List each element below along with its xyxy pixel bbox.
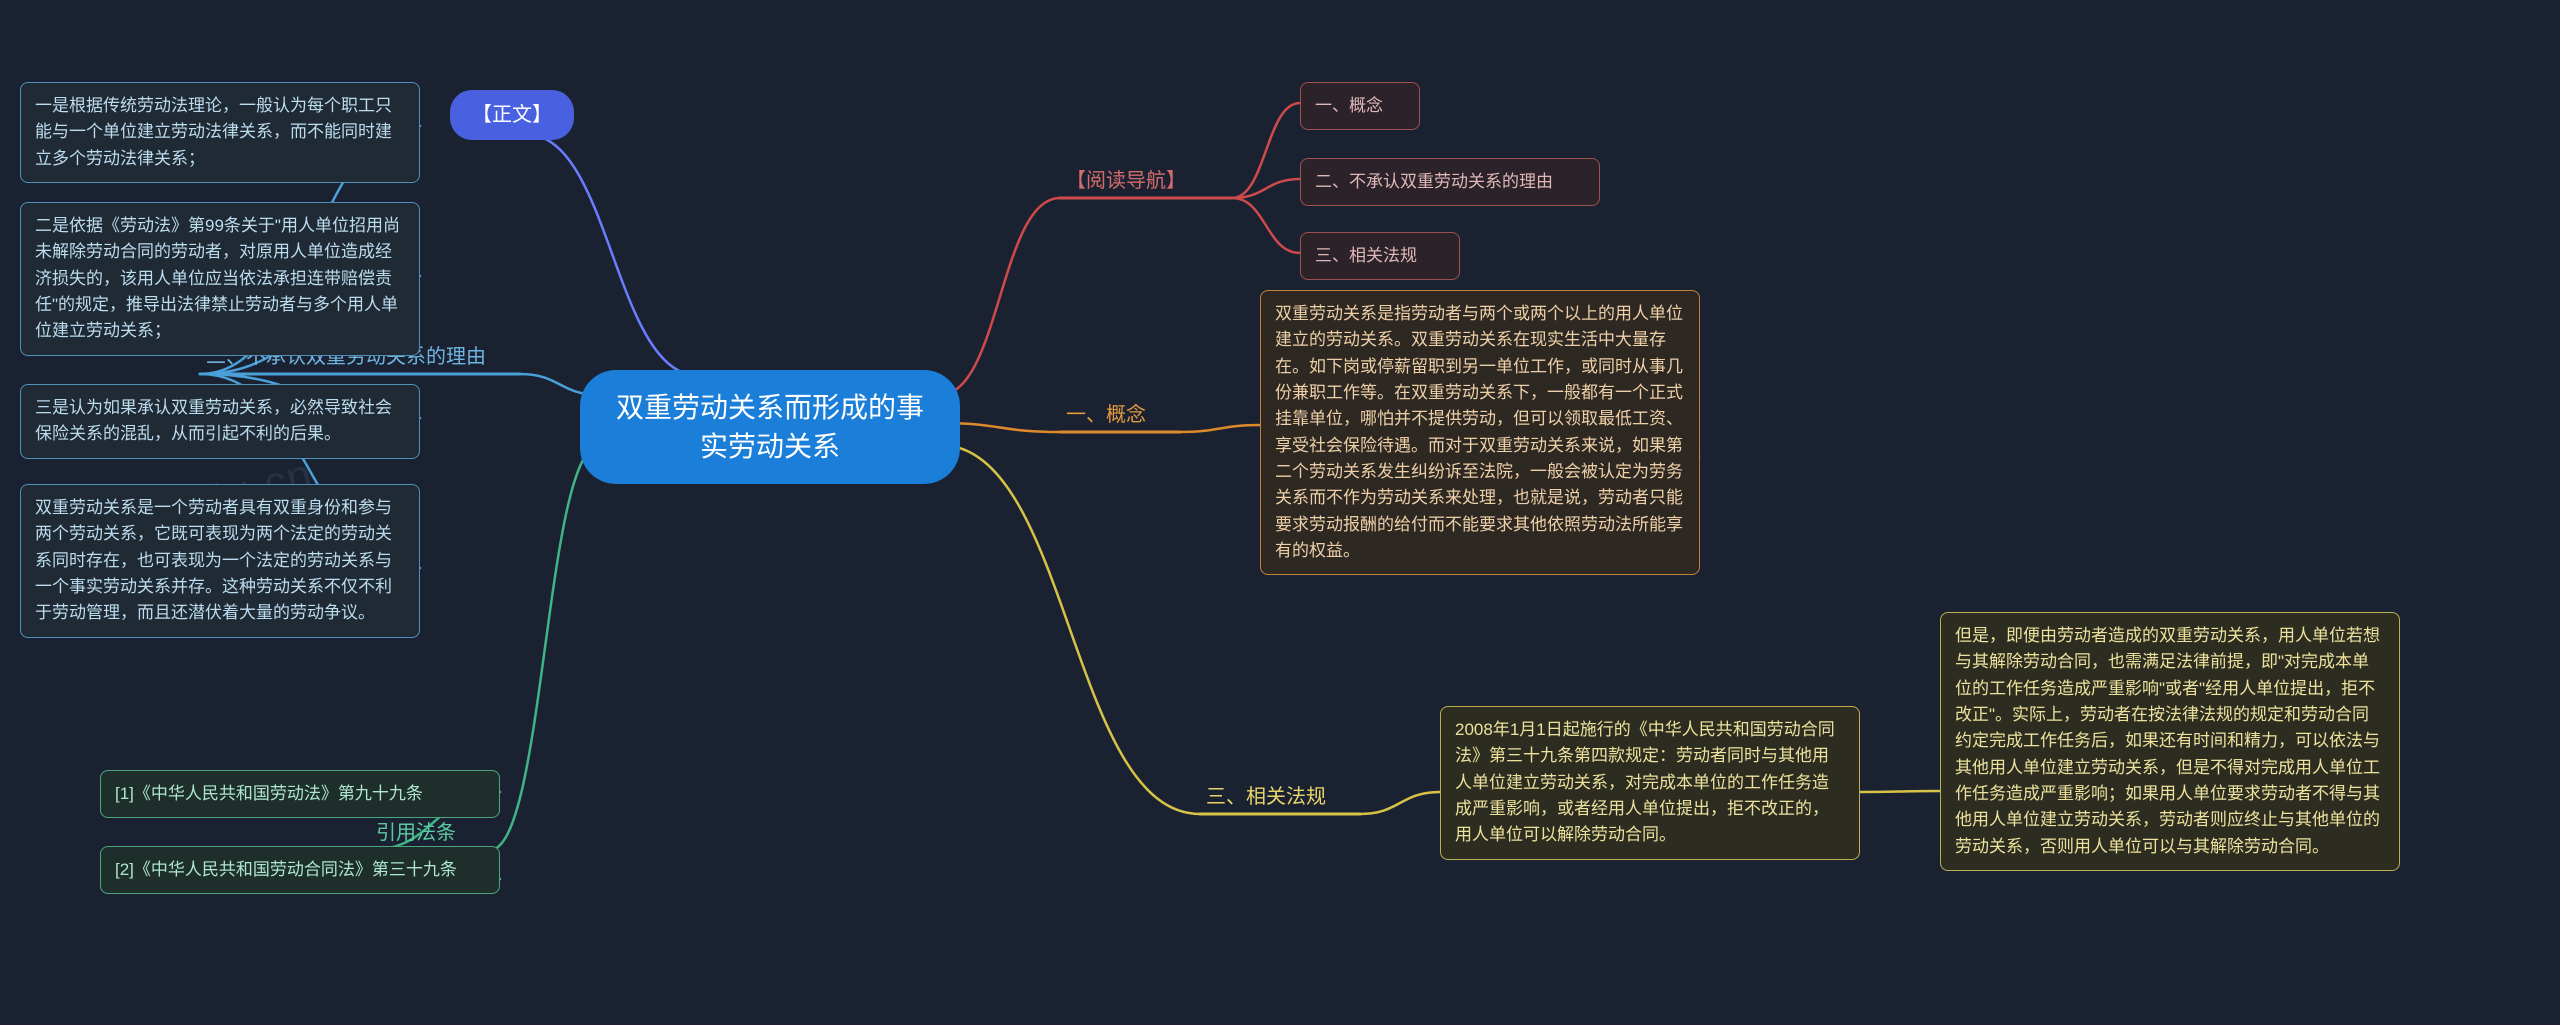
branch-nav[interactable]: 【阅读导航】 — [1060, 162, 1192, 200]
leaf-nav-1[interactable]: 二、不承认双重劳动关系的理由 — [1300, 158, 1600, 206]
leaf-gainian-0[interactable]: 双重劳动关系是指劳动者与两个或两个以上的用人单位建立的劳动关系。双重劳动关系在现… — [1260, 290, 1700, 575]
mindmap-canvas: shutu.cnshutu.cn双重劳动关系而形成的事实劳动关系【正文】【阅读导… — [0, 0, 2560, 1025]
leaf-buchengren-3[interactable]: 双重劳动关系是一个劳动者具有双重身份和参与两个劳动关系，它既可表现为两个法定的劳… — [20, 484, 420, 638]
leaf-yinyong-0[interactable]: [1]《中华人民共和国劳动法》第九十九条 — [100, 770, 500, 818]
leaf-fagui-0[interactable]: 2008年1月1日起施行的《中华人民共和国劳动合同法》第三十九条第四款规定：劳动… — [1440, 706, 1860, 860]
leaf-nav-0[interactable]: 一、概念 — [1300, 82, 1420, 130]
leaf-fagui-1[interactable]: 但是，即便由劳动者造成的双重劳动关系，用人单位若想与其解除劳动合同，也需满足法律… — [1940, 612, 2400, 871]
branch-fagui[interactable]: 三、相关法规 — [1200, 778, 1332, 816]
leaf-buchengren-0[interactable]: 一是根据传统劳动法理论，一般认为每个职工只能与一个单位建立劳动法律关系，而不能同… — [20, 82, 420, 183]
center-node[interactable]: 双重劳动关系而形成的事实劳动关系 — [580, 370, 960, 484]
leaf-nav-2[interactable]: 三、相关法规 — [1300, 232, 1460, 280]
leaf-yinyong-1[interactable]: [2]《中华人民共和国劳动合同法》第三十九条 — [100, 846, 500, 894]
leaf-buchengren-1[interactable]: 二是依据《劳动法》第99条关于"用人单位招用尚未解除劳动合同的劳动者，对原用人单… — [20, 202, 420, 356]
branch-gainian[interactable]: 一、概念 — [1060, 396, 1152, 434]
leaf-buchengren-2[interactable]: 三是认为如果承认双重劳动关系，必然导致社会保险关系的混乱，从而引起不利的后果。 — [20, 384, 420, 459]
branch-zhengwen[interactable]: 【正文】 — [450, 90, 574, 140]
